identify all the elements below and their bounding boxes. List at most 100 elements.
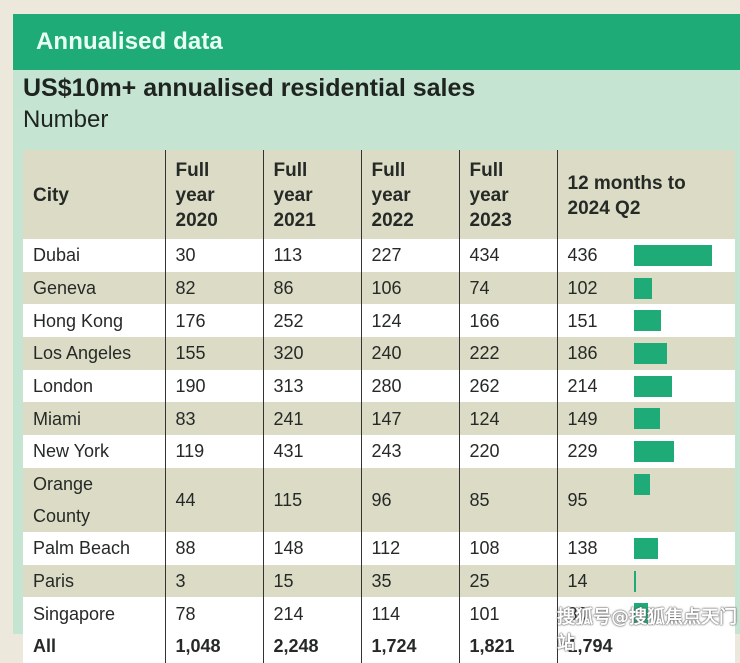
value-2023: 85	[469, 489, 490, 510]
value-2020-container: 190	[164, 369, 263, 403]
value-2020-container: 44	[164, 467, 263, 532]
value-2020: 190	[175, 376, 206, 397]
value-2022-container: 147	[360, 402, 459, 436]
header-line-1: Full year	[469, 160, 509, 206]
table-row: Miami 83 241 147 124 149	[23, 402, 735, 436]
value-2020: 30	[175, 245, 196, 266]
bar-12m-2024q2	[633, 570, 636, 592]
value-2020: 78	[175, 603, 196, 624]
table-row: Paris 3 15 35 25 14	[23, 564, 735, 598]
value-2021-container: 214	[262, 597, 361, 630]
value-2020: 88	[175, 538, 196, 559]
value-12m-2024q2-container: 214	[556, 369, 735, 403]
value-12m-2024q2-container: 95	[556, 467, 735, 532]
header-2023: Full year 2023	[458, 150, 557, 239]
city-cell: Dubai	[33, 245, 81, 266]
bar-12m-2024q2	[633, 277, 652, 299]
watermark: 搜狐号@搜狐焦点天门站	[557, 607, 737, 654]
value-2023: 220	[469, 441, 500, 462]
value-2022: 280	[371, 376, 402, 397]
value-2020-container: 82	[164, 271, 263, 305]
value-12m-2024q2-container: 102	[556, 271, 735, 305]
city-cell: Orange County	[33, 473, 94, 526]
value-2022-container: 112	[360, 531, 459, 565]
value-12m-2024q2-container: 138	[556, 531, 735, 565]
value-12m-2024q2-container: 149	[556, 402, 735, 436]
total-value-2021-container: 2,248	[262, 629, 361, 663]
total-value-2020: 1,048	[175, 636, 221, 657]
value-2023-container: 166	[458, 304, 557, 338]
header-2022: Full year 2022	[360, 150, 459, 239]
value-12m-2024q2-container: 14	[556, 564, 735, 598]
value-2022-container: 124	[360, 304, 459, 338]
value-2020: 44	[175, 489, 196, 510]
city-cell: Palm Beach	[33, 538, 131, 559]
value-2023: 434	[469, 245, 500, 266]
value-2020-container: 78	[164, 597, 263, 630]
value-2023: 101	[469, 603, 500, 624]
value-2023: 262	[469, 376, 500, 397]
value-2022-container: 114	[360, 597, 459, 630]
value-2020: 82	[175, 278, 196, 299]
header-line-1: City	[33, 185, 69, 206]
city-cell: Geneva	[33, 278, 97, 299]
table-row: Orange County 44 115 96 85 95	[23, 467, 735, 532]
city-cell: New York	[33, 441, 110, 462]
city-cell-container: New York	[23, 435, 165, 468]
value-2021: 115	[273, 489, 303, 510]
value-2023-container: 108	[458, 531, 557, 565]
value-12m-2024q2: 229	[567, 441, 598, 462]
city-cell-container: Orange County	[23, 467, 165, 532]
city-cell: London	[33, 376, 94, 397]
value-2023-container: 101	[458, 597, 557, 630]
total-value-2023: 1,821	[469, 636, 515, 657]
value-2022: 106	[371, 278, 402, 299]
value-2021-container: 241	[262, 402, 361, 436]
bar-12m-2024q2	[633, 245, 712, 266]
value-12m-2024q2: 436	[567, 245, 598, 266]
total-city-cell: All	[33, 636, 57, 657]
value-2022-container: 243	[360, 435, 459, 468]
city-cell: Miami	[33, 408, 81, 429]
value-2021: 113	[273, 245, 303, 266]
city-cell-container: Geneva	[23, 271, 165, 305]
header-line-2: 2024 Q2	[567, 197, 641, 219]
header-2020: Full year 2020	[164, 150, 263, 239]
value-2023: 124	[469, 408, 500, 429]
value-12m-2024q2-container: 186	[556, 337, 735, 370]
value-2023: 25	[469, 570, 490, 591]
city-cell-container: Miami	[23, 402, 165, 436]
value-12m-2024q2: 214	[567, 376, 598, 397]
value-2022: 227	[371, 245, 402, 266]
sales-table: City Full year 2020 Full year 2021 Full year 2…	[23, 150, 735, 663]
city-cell-container: Singapore	[23, 597, 165, 630]
bar-12m-2024q2	[633, 310, 661, 332]
value-2020-container: 119	[164, 435, 263, 468]
bar-12m-2024q2	[633, 441, 675, 463]
value-2023: 166	[469, 310, 500, 331]
value-2020: 119	[175, 441, 205, 462]
header-line-2: 2021	[273, 210, 316, 231]
value-2020-container: 155	[164, 337, 263, 370]
value-12m-2024q2: 186	[567, 343, 598, 364]
value-2023-container: 434	[458, 239, 557, 272]
value-2023-container: 222	[458, 337, 557, 370]
value-2021: 86	[273, 278, 294, 299]
value-2023: 222	[469, 343, 500, 364]
value-2021-container: 113	[262, 239, 361, 272]
value-2022: 147	[371, 408, 402, 429]
table-row: Palm Beach 88 148 112 108 138	[23, 531, 735, 565]
header-line-2: 2022	[371, 210, 414, 231]
table-row: Los Angeles 155 320 240 222 186	[23, 337, 735, 370]
header-line-2: 2020	[175, 210, 218, 231]
value-12m-2024q2-container: 229	[556, 435, 735, 468]
value-2021-container: 15	[262, 564, 361, 598]
header-line-1: Full year	[175, 160, 215, 206]
header-line-2: 2023	[469, 210, 512, 231]
value-2020-container: 176	[164, 304, 263, 338]
value-2020: 155	[175, 343, 206, 364]
value-2020-container: 30	[164, 239, 263, 272]
table-row: London 190 313 280 262 214	[23, 369, 735, 403]
section-banner: Annualised data	[13, 14, 740, 70]
value-12m-2024q2: 95	[567, 489, 588, 510]
